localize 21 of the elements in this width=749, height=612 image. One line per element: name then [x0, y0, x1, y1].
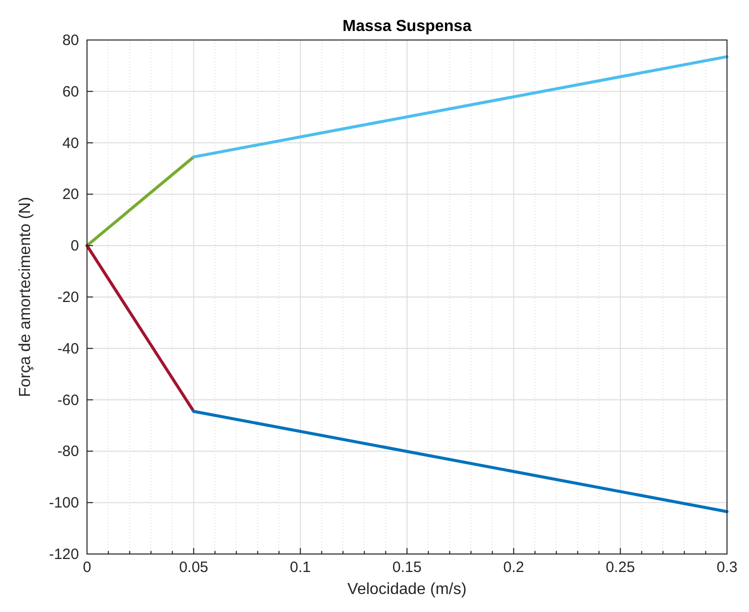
x-tick-label: 0: [82, 559, 92, 576]
y-tick-label: -60: [57, 392, 79, 409]
x-axis-title: Velocidade (m/s): [347, 581, 467, 598]
y-tick-label: -100: [48, 494, 79, 512]
y-axis-title: Força de amortecimento (N): [17, 196, 34, 398]
x-tick-label: 0.2: [503, 559, 524, 576]
x-tick-label: 0.1: [290, 559, 311, 576]
x-tick-label: 0.05: [179, 559, 208, 576]
y-tick-label: -40: [57, 340, 79, 358]
x-tick-label: 0.25: [606, 559, 635, 576]
y-tick-label: 40: [62, 134, 79, 152]
y-tick-label: 20: [62, 186, 79, 204]
y-tick-label: 0: [70, 238, 79, 255]
y-tick-label: -20: [57, 289, 79, 306]
x-tick-label: 0.15: [392, 559, 422, 576]
chart-title: Massa Suspensa: [342, 18, 472, 35]
x-tick-label: 0.3: [716, 559, 738, 576]
y-tick-label: -120: [48, 546, 79, 563]
y-tick-label: -80: [57, 443, 79, 460]
y-tick-label: 80: [62, 32, 79, 49]
y-tick-label: 60: [62, 83, 79, 100]
